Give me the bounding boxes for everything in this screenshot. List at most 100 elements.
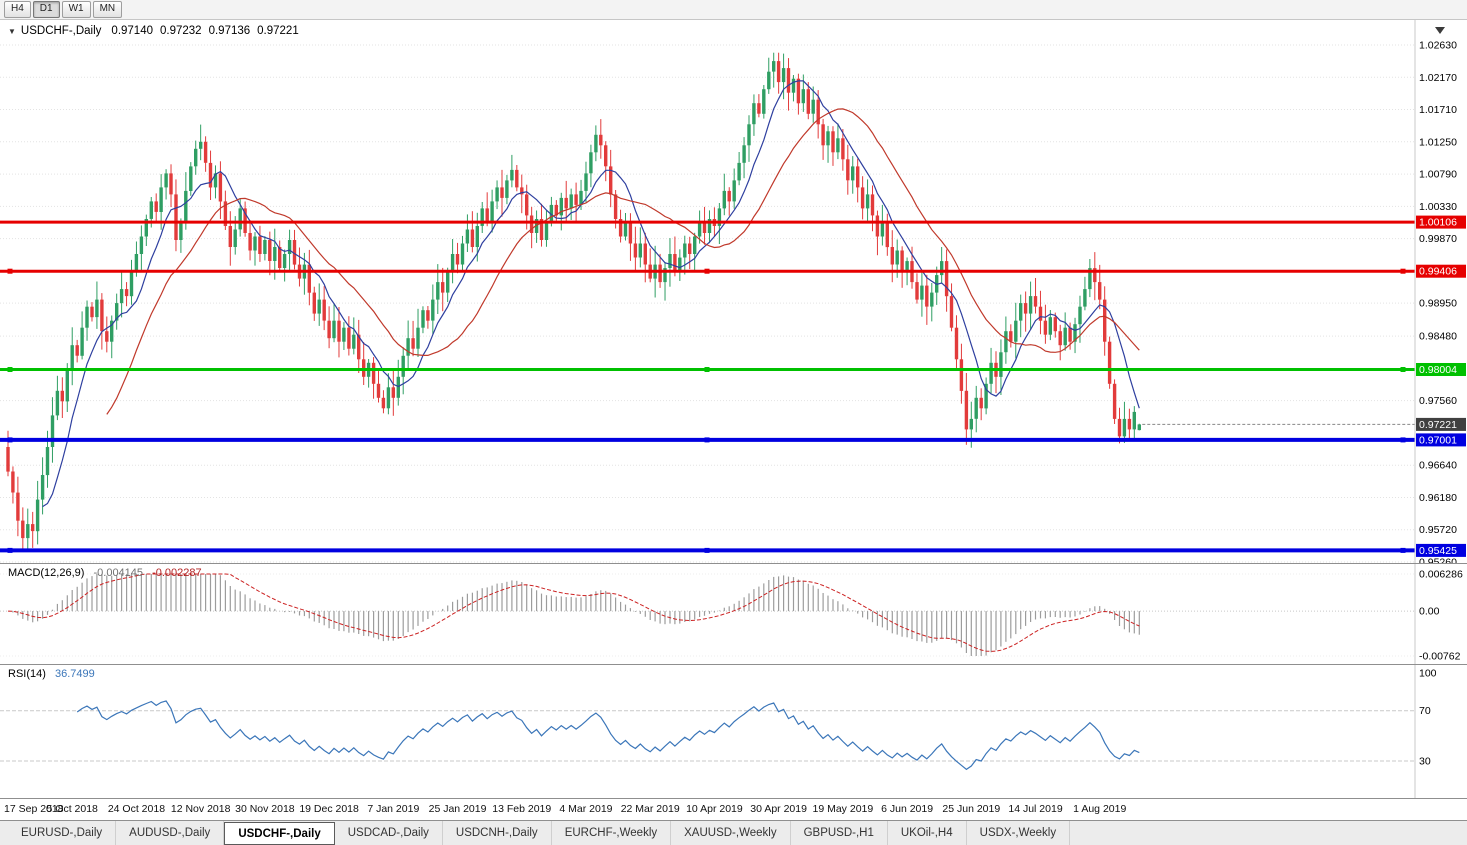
line-handle[interactable] (1400, 268, 1406, 274)
time-axis-label: 6 Jun 2019 (881, 803, 934, 815)
price-badge-label: 0.95425 (1419, 545, 1457, 557)
price-badge (1416, 264, 1466, 278)
time-axis-label: 14 Jul 2019 (1008, 803, 1063, 815)
line-handle[interactable] (7, 367, 13, 372)
timeframe-button-w1[interactable]: W1 (61, 1, 91, 18)
moving-average-21 (106, 108, 1140, 415)
ohlc-open: 0.97140 (111, 25, 153, 37)
chart-tab-xauusd-weekly[interactable]: XAUUSD-,Weekly (671, 821, 791, 845)
line-handle[interactable] (1400, 547, 1406, 553)
line-handle[interactable] (1400, 437, 1406, 443)
chart-tab-usdchf-daily[interactable]: USDCHF-,Daily (224, 822, 335, 845)
chart-tab-eurusd-daily[interactable]: EURUSD-,Daily (8, 821, 117, 845)
rsi-header: RSI(14) 36.7499 (8, 668, 95, 680)
price-badge (1416, 215, 1466, 229)
time-axis-label: 4 Mar 2019 (559, 803, 613, 815)
price-tick-label: 1.00790 (1419, 169, 1457, 181)
chart-tab-usdx-weekly[interactable]: USDX-,Weekly (967, 821, 1071, 845)
macd-axis-label: 0.00 (1419, 606, 1440, 618)
time-axis-label: 1 Aug 2019 (1073, 803, 1127, 815)
rsi-value: 36.7499 (54, 668, 95, 680)
macd-signal-value: -0.002287 (152, 567, 202, 579)
line-handle[interactable] (1400, 367, 1406, 372)
ohlc-high: 0.97232 (160, 25, 202, 37)
ohlc-low: 0.97136 (208, 25, 251, 37)
price-badge-label: 0.99406 (1419, 266, 1457, 278)
chart-tab-usdcnh-daily[interactable]: USDCNH-,Daily (443, 821, 552, 845)
time-axis-label: 13 Feb 2019 (492, 803, 552, 815)
time-axis[interactable]: 17 Sep 2018 5 Oct 2018 24 Oct 2018 12 Nov 2… (0, 798, 1467, 820)
price-badge (1416, 433, 1466, 447)
price-tick-label: 1.02630 (1419, 40, 1457, 52)
chart-tab-usdcad-daily[interactable]: USDCAD-,Daily (335, 821, 443, 845)
time-axis-label: 24 Oct 2018 (107, 803, 166, 815)
price-badge-label: 1.00106 (1419, 217, 1457, 229)
chart-tab-audusd-daily[interactable]: AUDUSD-,Daily (116, 821, 225, 845)
price-tick-label: 0.99870 (1419, 233, 1457, 245)
chart-tab-ukoil-h4[interactable]: UKOil-,H4 (888, 821, 967, 845)
collapse-icon[interactable]: ▼ (8, 26, 16, 36)
line-handle[interactable] (704, 367, 710, 372)
price-badge-label: 0.97001 (1419, 434, 1457, 446)
line-handle[interactable] (704, 437, 710, 443)
macd-panel: 0.006286 0.00 -0.00762 MACD(12,26,9) -0.00… (0, 563, 1467, 664)
time-axis-label: 30 Nov 2018 (235, 803, 295, 815)
price-badge (1416, 363, 1466, 376)
line-handle[interactable] (7, 268, 13, 274)
main-chart-canvas[interactable]: 1.02630 1.02170 1.01710 1.01250 1.00790 1.003… (0, 20, 1467, 563)
macd-canvas[interactable]: 0.006286 0.00 -0.00762 (0, 564, 1467, 664)
time-axis-label: 12 Nov 2018 (170, 803, 231, 815)
timeframe-button-h4[interactable]: H4 (4, 1, 31, 18)
time-axis-label: 10 Apr 2019 (686, 803, 743, 815)
symbol-label: USDCHF-,Daily (20, 25, 102, 37)
macd-signal-line (7, 573, 1140, 652)
rsi-canvas[interactable]: 100 70 30 (0, 665, 1467, 798)
rsi-panel: 100 70 30 RSI(14) 36.7499 (0, 664, 1467, 798)
chart-tab-bar: EURUSD-,Daily AUDUSD-,Daily USDCHF-,Daily U… (0, 820, 1467, 845)
chart-header: ▼ USDCHF-,Daily 0.97140 0.97232 0.97136 … (8, 25, 306, 37)
line-handle[interactable] (704, 547, 710, 553)
macd-axis-label: 0.006286 (1419, 569, 1463, 581)
time-axis-label: 30 Apr 2019 (750, 803, 807, 815)
time-axis-label: 22 Mar 2019 (620, 803, 680, 815)
time-axis-label: 19 Dec 2018 (299, 803, 359, 815)
price-badge (1416, 417, 1466, 431)
price-tick-label: 1.02170 (1419, 72, 1457, 84)
price-tick-label: 0.95260 (1419, 557, 1457, 564)
rsi-axis-label: 100 (1419, 668, 1437, 680)
rsi-axis-label: 30 (1419, 756, 1431, 768)
chart-tab-eurchf-weekly[interactable]: EURCHF-,Weekly (552, 821, 672, 845)
timeframe-toolbar: H4 D1 W1 MN (0, 0, 1467, 20)
price-badge-label: 0.98004 (1419, 364, 1457, 376)
price-tick-label: 0.98950 (1419, 298, 1457, 310)
rsi-line (76, 700, 1140, 771)
macd-main-value: -0.004145 (93, 567, 144, 579)
chart-shift-marker-icon[interactable] (1435, 27, 1445, 34)
timeframe-button-d1[interactable]: D1 (32, 1, 60, 18)
candles (6, 52, 1141, 551)
time-axis-label: 7 Jan 2019 (367, 803, 420, 815)
time-axis-label: 25 Jan 2019 (428, 803, 487, 815)
macd-title: MACD(12,26,9) (8, 567, 85, 579)
time-axis-label: 19 May 2019 (812, 803, 874, 815)
price-badge-label: 0.97221 (1419, 419, 1457, 431)
moving-average-8 (42, 80, 1140, 508)
main-chart-panel: 1.02630 1.02170 1.01710 1.01250 1.00790 1.003… (0, 20, 1467, 563)
chart-tab-gbpusd-h1[interactable]: GBPUSD-,H1 (791, 821, 888, 845)
timeframe-button-mn[interactable]: MN (92, 1, 123, 18)
price-tick-label: 1.01250 (1419, 136, 1457, 148)
price-tick-label: 0.96640 (1419, 460, 1457, 472)
line-handle[interactable] (704, 268, 710, 274)
rsi-axis-label: 70 (1419, 705, 1431, 717)
macd-header: MACD(12,26,9) -0.004145 -0.002287 (8, 567, 202, 579)
price-tick-label: 0.97560 (1419, 395, 1457, 407)
price-tick-label: 1.01710 (1419, 104, 1457, 116)
price-badge (1416, 543, 1466, 557)
line-handle[interactable] (7, 547, 13, 553)
ohlc-close: 0.97221 (257, 25, 299, 37)
price-tick-label: 0.95720 (1419, 524, 1457, 536)
line-handle[interactable] (7, 437, 13, 443)
price-tick-label: 0.98480 (1419, 331, 1457, 343)
rsi-title: RSI(14) (8, 668, 46, 680)
